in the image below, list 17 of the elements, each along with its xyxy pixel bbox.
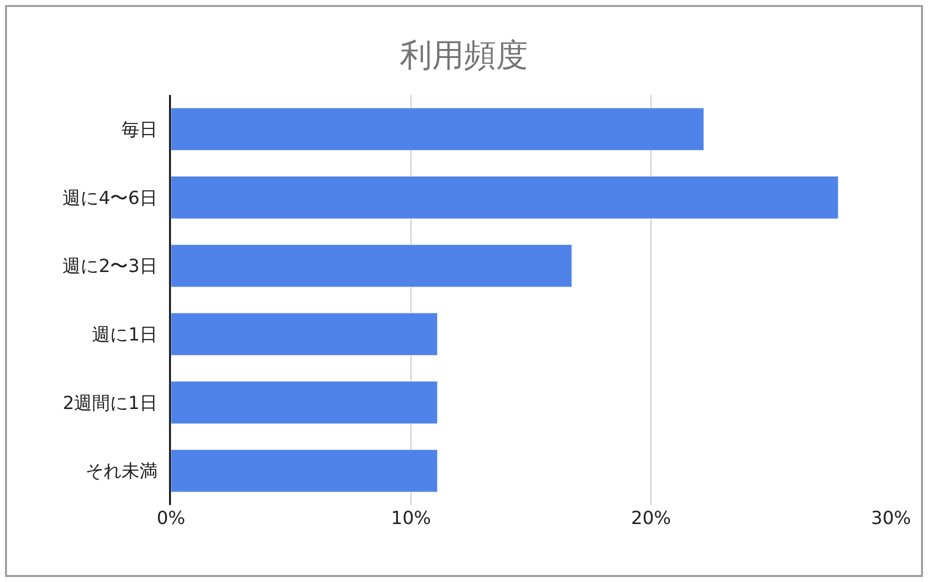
y-tick-label: 週に2〜3日 [62, 256, 158, 278]
y-tick-label: 2週間に1日 [62, 392, 158, 414]
x-tick-label: 0% [156, 508, 186, 529]
y-tick-label: 週に4〜6日 [62, 188, 158, 209]
x-tick-label: 20% [630, 508, 672, 529]
bar [171, 449, 438, 492]
y-tick-label: 毎日 [122, 119, 158, 140]
bar [171, 244, 572, 288]
x-tick-label: 30% [870, 508, 912, 529]
bar [171, 381, 438, 424]
y-tick-label: 週に1日 [92, 324, 158, 346]
x-tick-label: 10% [390, 508, 432, 529]
bar [171, 312, 438, 356]
bar [171, 176, 838, 219]
chart-title: 利用頻度 [400, 36, 528, 74]
bar [171, 108, 704, 151]
y-tick-label: それ未満 [86, 461, 158, 482]
